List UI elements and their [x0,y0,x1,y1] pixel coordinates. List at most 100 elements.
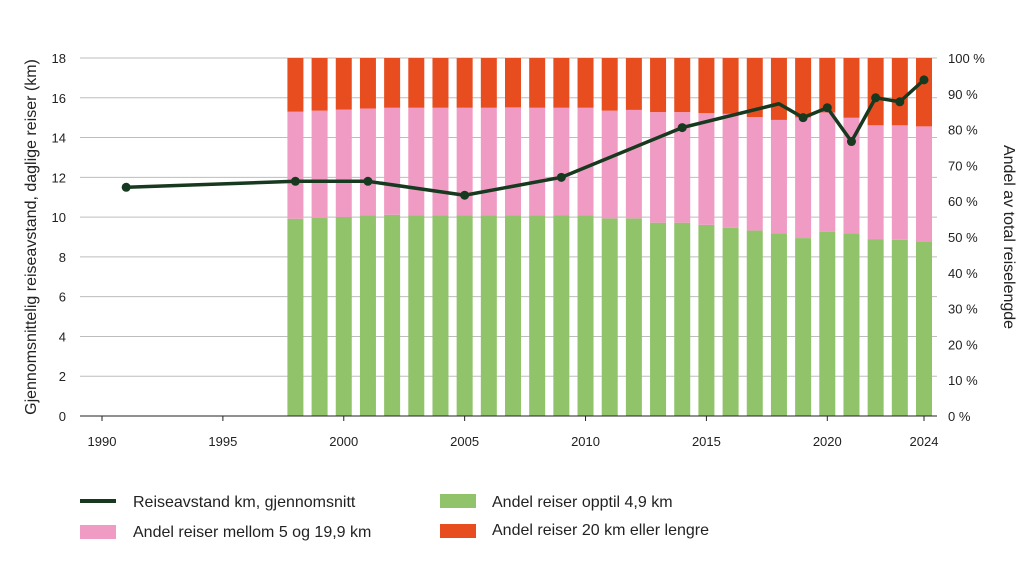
x-tick-label: 2005 [450,434,479,449]
right-axis-ticks: 0 % 10 % 20 % 30 % 40 % 50 % 60 % 70 % 80 % 90 % 1… [948,51,985,424]
bar-long-2023 [891,58,908,126]
bar-short-2000 [335,216,352,416]
bar-short-1998 [287,218,304,416]
x-tick-label: 2020 [813,434,842,449]
bar-short-2012 [625,218,642,416]
bar-short-2005 [456,215,473,416]
legend-long-swatch [440,524,476,538]
bar-long-2009 [553,58,570,108]
bar-short-2022 [867,239,884,416]
right-tick-label: 30 % [948,302,978,317]
right-tick-label: 50 % [948,230,978,245]
bar-long-2010 [577,58,594,108]
bar-mid-2006 [480,107,497,216]
bar-mid-1998 [287,111,304,219]
right-tick-label: 40 % [948,266,978,281]
bar-short-2015 [698,224,715,416]
x-tick-label: 1990 [88,434,117,449]
bar-long-2000 [335,58,352,110]
bar-short-2024 [916,241,932,416]
bar-long-2017 [746,58,763,118]
distance-point-2009 [556,172,566,182]
bar-mid-2003 [408,107,425,216]
x-tick-label: 2024 [910,434,939,449]
bar-short-2016 [722,227,739,416]
left-tick-label: 2 [59,369,66,384]
distance-point-1998 [290,176,300,186]
bar-short-2020 [819,231,836,416]
distance-point-2005 [460,190,470,200]
bar-long-2019 [795,58,812,118]
bar-long-2015 [698,58,715,114]
bar-mid-2001 [359,108,376,216]
bar-short-2003 [408,215,425,416]
bar-mid-2013 [650,112,667,223]
bar-short-2006 [480,215,497,416]
bar-short-2017 [746,230,763,416]
x-axis-ticks: 1990 1995 2000 2005 2010 2015 2020 2024 [88,416,939,449]
distance-point-2021 [846,137,856,147]
bar-short-2019 [795,238,812,416]
bar-long-1998 [287,58,304,112]
bar-short-2010 [577,215,594,416]
x-tick-label: 2015 [692,434,721,449]
bar-mid-2011 [601,110,618,219]
bar-mid-2008 [529,107,546,216]
bar-long-2014 [674,58,691,113]
bar-long-2018 [770,58,787,120]
bar-short-2007 [505,215,521,416]
bar-short-2023 [891,239,908,416]
bar-mid-2022 [867,125,884,240]
bar-long-2004 [432,58,449,108]
distance-point-2019 [798,113,808,123]
bar-mid-2002 [384,107,401,215]
bar-mid-2015 [698,113,715,225]
bar-short-2011 [601,218,618,416]
bar-mid-2019 [795,117,812,239]
legend-long-label: Andel reiser 20 km eller lengre [492,522,709,539]
x-tick-label: 2000 [329,434,358,449]
left-tick-label: 6 [59,290,66,305]
bar-mid-2005 [456,107,473,216]
bar-short-1999 [311,218,328,416]
distance-point-2020 [822,103,832,113]
right-tick-label: 60 % [948,194,978,209]
bar-mid-2000 [335,109,352,217]
bar-long-2003 [408,58,425,108]
bar-long-2011 [601,58,618,111]
bar-short-2009 [553,215,570,416]
left-tick-label: 4 [59,329,66,344]
bar-mid-2010 [577,107,594,216]
bar-short-2002 [384,214,401,416]
right-tick-label: 80 % [948,123,978,138]
left-tick-label: 0 [59,409,66,424]
left-tick-label: 18 [52,51,66,66]
right-axis-title: Andel av total reiselengde [1000,145,1017,329]
bar-mid-2007 [505,107,521,216]
x-tick-label: 1995 [208,434,237,449]
bar-mid-2004 [432,107,449,216]
left-tick-label: 8 [59,250,66,265]
bar-long-2005 [456,58,473,108]
bar-mid-2016 [722,113,739,228]
right-tick-label: 70 % [948,158,978,173]
right-tick-label: 0 % [948,409,971,424]
left-tick-label: 12 [52,170,66,185]
bar-long-2012 [625,58,642,110]
legend-short-swatch [440,494,476,508]
bar-short-2018 [770,233,787,416]
bar-short-2004 [432,215,449,416]
distance-line [121,75,929,200]
bar-long-2013 [650,58,667,113]
legend-line-label: Reiseavstand km, gjennomsnitt [133,494,356,511]
bar-long-2006 [480,58,497,108]
left-axis-title: Gjennomsnittelig reiseavstand, daglige r… [23,59,40,415]
right-tick-label: 90 % [948,87,978,102]
right-tick-label: 20 % [948,337,978,352]
bar-long-2016 [722,58,739,114]
bar-mid-2018 [770,119,787,234]
distance-point-2024 [919,75,929,85]
bar-mid-2009 [553,107,570,216]
legend-mid-label: Andel reiser mellom 5 og 19,9 km [133,524,371,541]
